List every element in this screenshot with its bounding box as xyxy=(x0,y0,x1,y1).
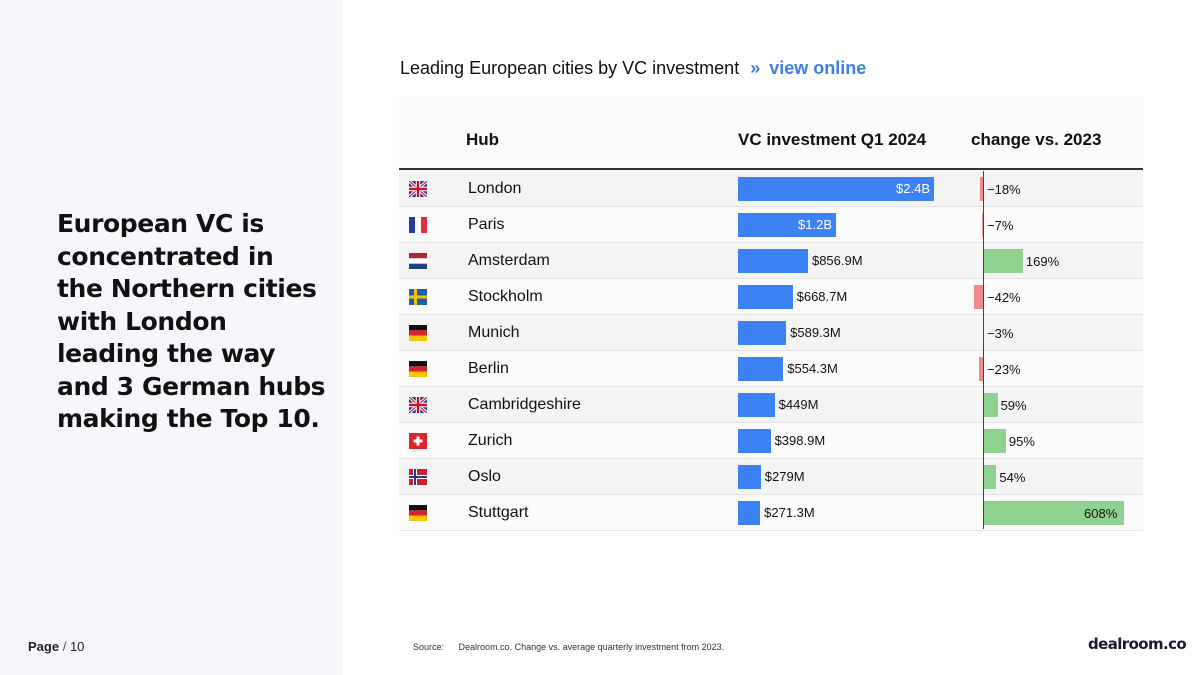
investment-label: $279M xyxy=(764,469,805,484)
column-header-change: change vs. 2023 xyxy=(971,130,1102,149)
hub-name: Stuttgart xyxy=(468,504,529,521)
germany-flag-icon xyxy=(409,325,427,341)
investment-bar xyxy=(738,465,761,489)
change-bar xyxy=(984,501,1124,525)
change-bar xyxy=(979,177,984,201)
change-label: 608% xyxy=(1084,506,1118,521)
chart-title: Leading European cities by VC investment… xyxy=(400,58,866,79)
investment-bar xyxy=(738,393,775,417)
page-separator: / xyxy=(62,639,67,654)
table-row: Oslo $279M 54% xyxy=(399,459,1143,495)
chart-title-text: Leading European cities by VC investment xyxy=(400,58,740,78)
table-row: London $2.4B −18% xyxy=(399,171,1143,207)
change-bar xyxy=(984,465,997,489)
hub-name: Zurich xyxy=(468,432,513,449)
netherlands-flag-icon xyxy=(409,253,427,269)
france-flag-icon xyxy=(409,217,427,233)
change-label: −7% xyxy=(987,218,1014,233)
norway-flag-icon xyxy=(409,469,427,485)
investment-label: $856.9M xyxy=(811,253,863,268)
change-label: −3% xyxy=(987,326,1014,341)
table-row: Stockholm $668.7M −42% xyxy=(399,279,1143,315)
table-row: Cambridgeshire $449M 59% xyxy=(399,387,1143,423)
hub-name: Berlin xyxy=(468,360,509,377)
uk-flag-icon xyxy=(409,397,427,413)
investment-bar xyxy=(738,429,771,453)
header-divider xyxy=(399,168,1143,170)
column-header-hub: Hub xyxy=(466,130,500,149)
change-zero-axis xyxy=(983,171,984,529)
hub-name: Oslo xyxy=(468,468,501,485)
germany-flag-icon xyxy=(409,505,427,521)
investment-label: $668.7M xyxy=(796,289,848,304)
page-label: Page xyxy=(28,639,60,654)
change-bar xyxy=(984,249,1023,273)
investment-label: $398.9M xyxy=(774,433,826,448)
source-label: Source: xyxy=(413,642,445,652)
change-label: 95% xyxy=(1008,434,1035,449)
dealroom-logo: dealroom.co xyxy=(1088,635,1187,653)
view-online-link[interactable]: view online xyxy=(769,58,867,78)
change-bar xyxy=(974,285,984,309)
table-row: Munich $589.3M −3% xyxy=(399,315,1143,351)
hub-name: Stockholm xyxy=(468,288,543,305)
table-row: Amsterdam $856.9M 169% xyxy=(399,243,1143,279)
hub-name: Amsterdam xyxy=(468,252,550,269)
investment-bar xyxy=(738,321,787,345)
headline: European VC is concentrated in the North… xyxy=(57,209,326,433)
hub-name: Cambridgeshire xyxy=(468,396,581,413)
investment-bar xyxy=(738,501,761,525)
investment-label: $1.2B xyxy=(798,217,832,232)
source-note: Source: Dealroom.co. Change vs. average … xyxy=(413,642,724,652)
investment-bar xyxy=(738,249,808,273)
change-label: −42% xyxy=(987,290,1021,305)
investment-label: $449M xyxy=(778,397,819,412)
uk-flag-icon xyxy=(409,181,427,197)
hub-name: Paris xyxy=(468,216,505,233)
investment-label: $554.3M xyxy=(787,361,838,376)
change-bar xyxy=(978,357,984,381)
table-row: Paris $1.2B −7% xyxy=(399,207,1143,243)
change-label: 59% xyxy=(1000,398,1027,413)
change-label: 54% xyxy=(999,470,1026,485)
change-label: 169% xyxy=(1025,254,1060,269)
table-row: Berlin $554.3M −23% xyxy=(399,351,1143,387)
left-panel xyxy=(0,0,343,675)
chevron-right-icon: » xyxy=(750,58,761,78)
investment-bar xyxy=(738,357,784,381)
page-number: Page / 10 xyxy=(28,639,84,654)
change-bar xyxy=(984,429,1006,453)
change-label: −23% xyxy=(987,362,1021,377)
hub-name: Munich xyxy=(468,324,520,341)
investment-bar xyxy=(738,177,934,201)
column-header-investment: VC investment Q1 2024 xyxy=(738,130,927,149)
page-number-value: 10 xyxy=(69,639,85,654)
sweden-flag-icon xyxy=(409,289,427,305)
investment-bar xyxy=(738,285,793,309)
switzerland-flag-icon xyxy=(409,433,427,449)
investment-label: $589.3M xyxy=(790,325,841,340)
investment-label: $271.3M xyxy=(764,505,815,520)
change-label: −18% xyxy=(987,182,1021,197)
investment-label: $2.4B xyxy=(896,181,930,196)
investment-bar xyxy=(738,213,836,237)
hub-name: London xyxy=(468,180,522,197)
table-row: Stuttgart $271.3M 608% xyxy=(399,495,1143,531)
change-bar xyxy=(984,393,998,417)
source-text: Dealroom.co. Change vs. average quarterl… xyxy=(458,642,725,652)
germany-flag-icon xyxy=(409,361,427,377)
table-row: Zurich $398.9M 95% xyxy=(399,423,1143,459)
